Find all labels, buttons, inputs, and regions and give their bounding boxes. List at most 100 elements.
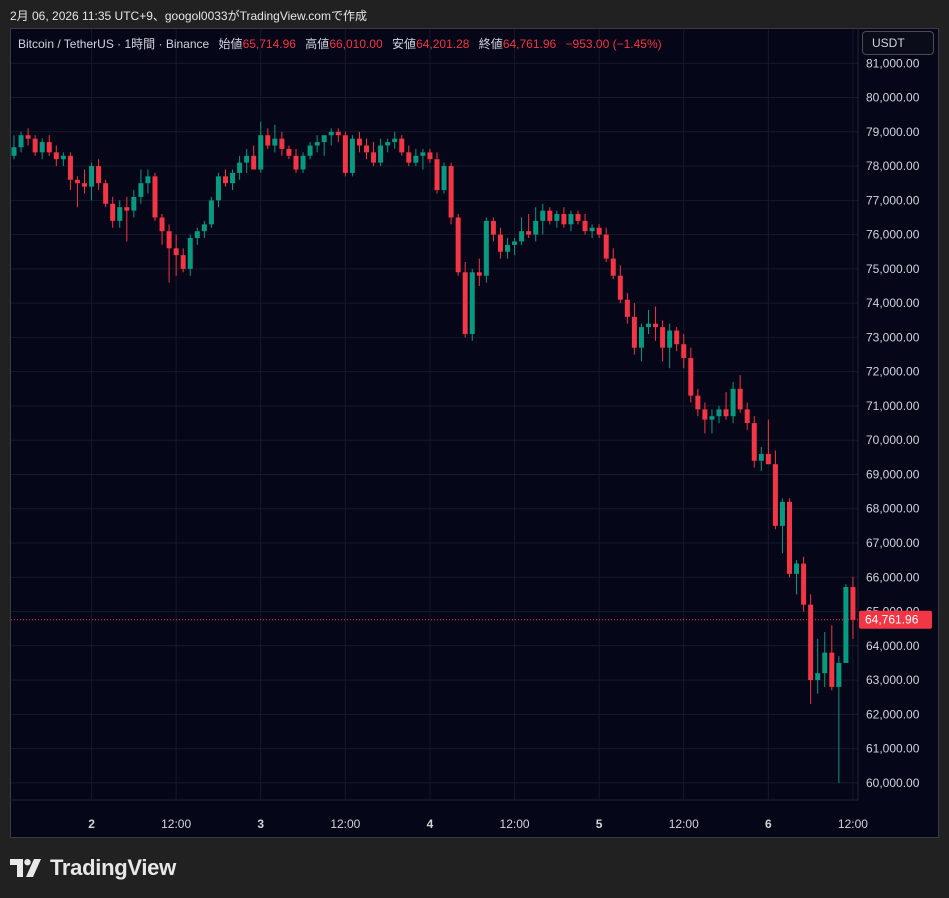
candle-body <box>89 166 95 187</box>
candle-body <box>765 453 771 465</box>
chart-panel[interactable] <box>10 28 939 838</box>
candle-body <box>194 231 200 239</box>
candle-body <box>815 673 821 681</box>
candle-body <box>131 196 137 211</box>
symbol-title[interactable]: Bitcoin / TetherUS · 1時間 · Binance <box>18 37 210 51</box>
candle-body <box>744 409 750 424</box>
tradingview-logo-icon <box>10 859 41 877</box>
candle-body <box>208 200 214 225</box>
tradingview-brand[interactable]: TradingView <box>10 855 176 881</box>
candle-body <box>631 316 637 348</box>
candle-body <box>138 183 144 197</box>
y-tick-label: 72,000.00 <box>866 365 920 379</box>
y-tick-label: 70,000.00 <box>866 433 920 447</box>
candle-body <box>385 142 391 146</box>
y-tick-label: 62,000.00 <box>866 707 920 721</box>
candle-body <box>779 501 785 526</box>
price-axis[interactable]: 60,000.00 61,000.00 62,000.00 63,000.00 64,0… <box>866 56 920 790</box>
last-price-tag: 64,761.96 <box>859 610 932 629</box>
candle-body <box>103 183 109 204</box>
candle-body <box>441 166 447 191</box>
y-tick-label: 61,000.00 <box>866 742 920 756</box>
candle-body <box>646 323 651 328</box>
high-label: 高値 <box>305 37 330 51</box>
candle-body <box>660 327 666 348</box>
last-price-tag-text: 64,761.96 <box>865 613 919 627</box>
candle-body <box>251 155 257 170</box>
candle-body <box>11 147 17 156</box>
y-tick-label: 76,000.00 <box>866 228 920 242</box>
candle-body <box>483 220 489 276</box>
x-tick-label: 12:00 <box>161 817 191 831</box>
high-value: 66,010.00 <box>329 37 383 51</box>
candle-body <box>624 299 630 317</box>
time-axis[interactable]: 2 12:00 3 12:00 4 12:00 5 12:00 6 12:00 <box>88 817 868 831</box>
close-label: 終値 <box>478 37 503 51</box>
candle-body <box>258 135 264 170</box>
low-value: 64,201.28 <box>416 37 470 51</box>
candle-body <box>74 179 80 184</box>
candle-body <box>110 203 116 221</box>
candle-body <box>244 155 250 163</box>
candle-body <box>674 330 680 345</box>
candle-body <box>159 217 165 232</box>
candle-body <box>364 145 369 153</box>
candlestick-chart[interactable]: 60,000.00 61,000.00 62,000.00 63,000.00 64,0… <box>10 28 939 838</box>
candle-body <box>427 152 433 160</box>
y-tick-label: 63,000.00 <box>866 673 920 687</box>
candle-body <box>335 131 341 136</box>
low-label: 安値 <box>392 37 417 51</box>
candle-body <box>505 244 510 252</box>
candle-body <box>681 344 687 358</box>
candle-body <box>314 142 320 146</box>
candle-body <box>730 388 736 417</box>
last-price-tag-bg <box>859 610 932 629</box>
y-tick-label: 69,000.00 <box>866 467 920 481</box>
y-tick-label: 73,000.00 <box>866 330 920 344</box>
candle-body <box>215 176 221 201</box>
candle-body <box>46 142 52 153</box>
candle-body <box>371 152 377 163</box>
candle-body <box>237 162 243 173</box>
candle-body <box>462 272 468 334</box>
candle-body <box>166 231 172 249</box>
candle-body <box>378 145 384 163</box>
x-tick-label: 12:00 <box>838 817 868 831</box>
candle-body <box>695 395 701 410</box>
currency-button[interactable]: USDT <box>862 31 934 55</box>
candle-body <box>392 138 398 143</box>
candle-body <box>476 272 482 276</box>
y-tick-label: 80,000.00 <box>866 91 920 105</box>
candle-body <box>32 138 38 153</box>
candle-body <box>490 220 496 235</box>
candle-body <box>25 135 31 139</box>
candle-body <box>96 166 102 184</box>
candle-body <box>356 138 362 146</box>
candle-body <box>554 214 560 221</box>
candle-body <box>667 330 673 348</box>
candle-body <box>737 388 743 410</box>
candle-body <box>561 214 567 225</box>
candle-body <box>850 587 856 620</box>
close-value: 64,761.96 <box>502 37 557 51</box>
x-tick-label: 2 <box>88 817 95 831</box>
x-tick-label: 4 <box>427 817 434 831</box>
candle-body <box>180 255 186 269</box>
y-tick-label: 64,000.00 <box>866 639 920 653</box>
candle-body <box>794 563 800 574</box>
candle-body <box>540 210 546 221</box>
candle-body <box>526 231 532 235</box>
candle-body <box>589 227 595 232</box>
candle-body <box>328 131 334 136</box>
candle-body <box>801 563 807 605</box>
candle-body <box>349 138 355 173</box>
candle-body <box>843 587 849 663</box>
candle-body <box>145 176 151 184</box>
candle-body <box>512 241 518 245</box>
candle-body <box>53 152 59 160</box>
y-tick-label: 79,000.00 <box>866 125 920 139</box>
y-tick-label: 68,000.00 <box>866 502 920 516</box>
candle-body <box>67 155 73 180</box>
candle-body <box>39 142 45 153</box>
candle-body <box>434 159 440 191</box>
